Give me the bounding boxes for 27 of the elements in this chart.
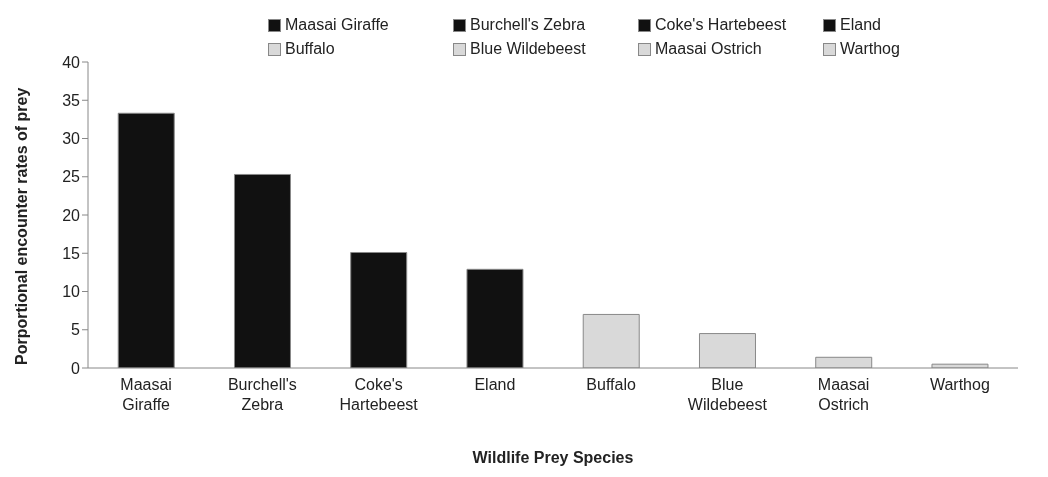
- x-tick-label: Maasai Ostrich: [817, 376, 870, 413]
- x-tick-label: Buffalo: [586, 376, 636, 393]
- legend-label: Buffalo: [285, 40, 335, 58]
- y-tick-label: 15: [62, 244, 81, 262]
- y-tick-label: 5: [71, 321, 81, 339]
- y-tick-label: 40: [62, 53, 81, 71]
- legend-label: Eland: [840, 16, 881, 34]
- legend-label: Coke's Hartebeest: [655, 16, 787, 34]
- x-tick-label: Coke's Hartebeest: [339, 376, 419, 413]
- legend-label: Warthog: [840, 40, 900, 58]
- y-tick-label: 10: [62, 283, 81, 301]
- x-tick-label: Blue Wildebeest: [687, 376, 768, 413]
- y-tick-label: 35: [62, 91, 81, 109]
- y-tick-label: 25: [62, 168, 81, 186]
- legend-label: Blue Wildebeest: [470, 40, 586, 58]
- legend-label: Burchell's Zebra: [470, 16, 586, 34]
- y-tick-label: 20: [62, 206, 81, 224]
- x-axis-title: Wildlife Prey Species: [472, 449, 634, 466]
- x-tick-label: Maasai Giraffe: [120, 376, 172, 413]
- y-tick-label: 30: [62, 130, 81, 148]
- legend-label: Maasai Giraffe: [285, 16, 389, 34]
- x-tick-label: Eland: [474, 376, 516, 393]
- x-tick-label: Burchell's Zebra: [227, 376, 297, 413]
- y-axis-title: Porportional encounter rates of prey: [12, 87, 30, 365]
- y-tick-label: 0: [71, 359, 81, 377]
- legend-label: Maasai Ostrich: [655, 40, 762, 58]
- x-tick-label: Warthog: [929, 376, 990, 393]
